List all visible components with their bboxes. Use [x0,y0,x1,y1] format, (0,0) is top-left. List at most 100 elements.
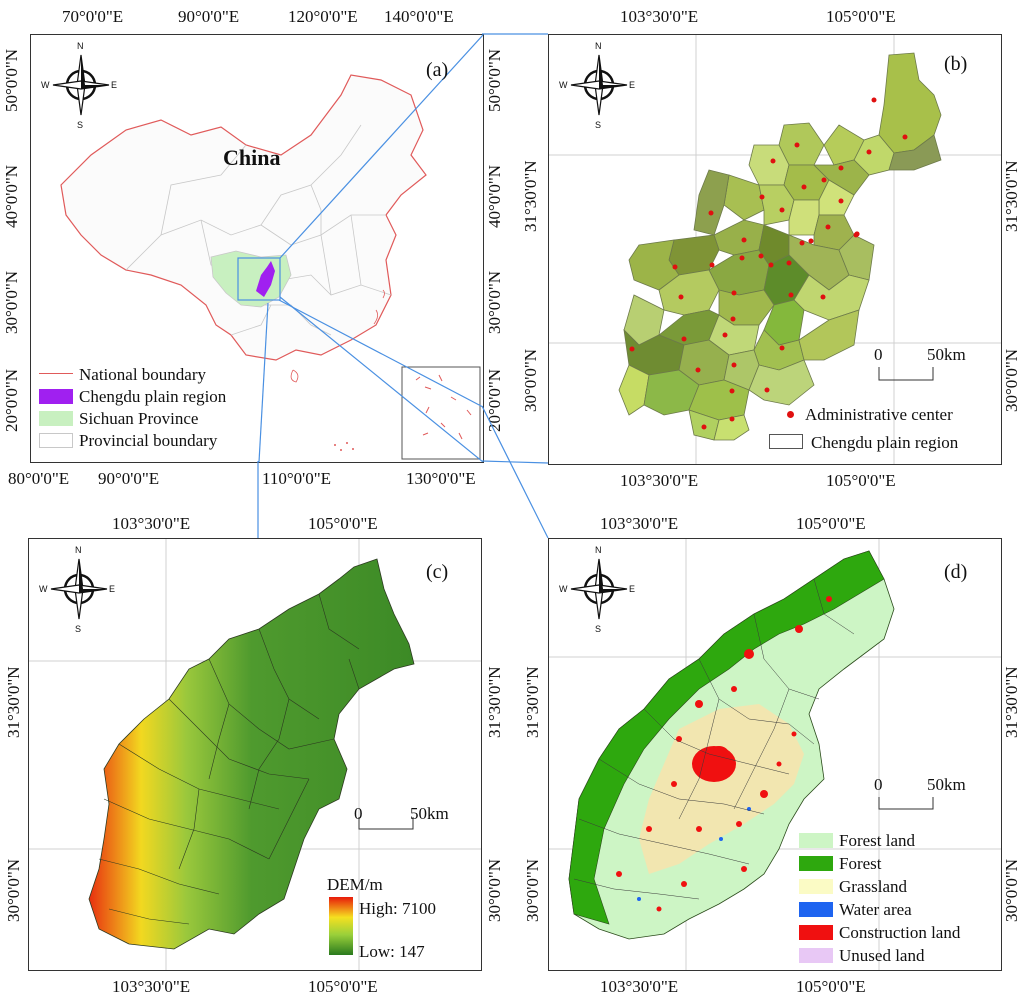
panel-a-map: (a) China N S E W National boundary Chen… [30,34,484,463]
legend-label: Forest land [839,831,915,851]
tick-right: 31°30'0"N [486,666,503,738]
dem-legend-high: High: 7100 [359,899,436,919]
compass-icon: N S E W [39,544,119,634]
compass-w: W [39,584,48,594]
tick-right: 31°30'0"N [1003,160,1020,232]
districts [619,53,941,440]
tick-left: 30°0'0"N [524,859,541,922]
compass-icon: N S E W [559,40,639,130]
tick-top: 120°0'0"E [288,8,358,25]
tick-left: 31°30'0"N [524,666,541,738]
compass-icon: N S E W [41,40,121,130]
panel-c-tag: (c) [426,561,448,584]
legend-swatch [799,833,833,848]
legend-label: Administrative center [805,405,953,425]
tick-bottom: 80°0'0"E [8,470,69,487]
tick-top: 105°0'0"E [796,515,866,532]
compass-s: S [595,120,601,130]
legend-label: Construction land [839,923,960,943]
tick-left: 31°30'0"N [5,666,22,738]
scale-zero: 0 [354,804,363,824]
tick-bottom: 130°0'0"E [406,470,476,487]
legend-swatch [799,925,833,940]
compass-s: S [595,624,601,634]
tick-bottom: 103°30'0"E [620,472,698,489]
scale-zero: 0 [874,775,883,795]
legend-swatch [39,411,73,426]
compass-n: N [75,545,82,555]
tick-right: 30°0'0"N [1003,349,1020,412]
panel-d-legend: Forest land Forest Grassland Water area … [799,829,999,967]
legend-label: Sichuan Province [79,409,198,429]
compass-s: S [75,624,81,634]
scale-label: 50km [927,345,966,365]
tick-bottom: 105°0'0"E [308,978,378,995]
panel-a-tag: (a) [426,59,448,82]
tick-right: 30°0'0"N [1003,859,1020,922]
legend-label: National boundary [79,365,206,385]
tick-right: 30°0'0"N [486,859,503,922]
compass-n: N [77,41,84,51]
tick-right: 40°0'0"N [486,165,503,228]
legend-label: Grassland [839,877,907,897]
scale-label: 50km [927,775,966,795]
compass-n: N [595,545,602,555]
tick-left: 20°0'0"N [3,369,20,432]
tick-bottom: 90°0'0"E [98,470,159,487]
scale-label: 50km [410,804,449,824]
legend-swatch [799,879,833,894]
legend-swatch [39,389,73,404]
dem-legend-low: Low: 147 [359,942,425,962]
tick-right: 31°30'0"N [1003,666,1020,738]
tick-top: 103°30'0"E [620,8,698,25]
tick-top: 105°0'0"E [826,8,896,25]
tick-bottom: 103°30'0"E [112,978,190,995]
compass-e: E [629,584,635,594]
compass-w: W [41,80,50,90]
tick-left: 30°0'0"N [3,271,20,334]
tick-right: 30°0'0"N [486,271,503,334]
tick-left: 50°0'0"N [3,49,20,112]
legend-label: Forest [839,854,882,874]
dem-legend-bar [329,897,353,955]
legend-swatch [39,373,73,374]
panel-b-legend: Administrative center Chengdu plain regi… [777,405,999,461]
legend-swatch [787,411,794,418]
legend-label: Chengdu plain region [811,433,958,453]
compass-e: E [629,80,635,90]
legend-swatch [799,902,833,917]
legend-swatch [39,433,73,448]
compass-n: N [595,41,602,51]
tick-left: 31°30'0"N [522,160,539,232]
compass-w: W [559,80,568,90]
legend-swatch [799,948,833,963]
tick-top: 103°30'0"E [112,515,190,532]
legend-label: Chengdu plain region [79,387,226,407]
tick-top: 90°0'0"E [178,8,239,25]
compass-s: S [77,120,83,130]
tick-top: 70°0'0"E [62,8,123,25]
tick-top: 103°30'0"E [600,515,678,532]
panel-d-map: (d) 0 50km N S E W Forest land Forest Gr… [548,538,1002,971]
tick-right: 50°0'0"N [486,49,503,112]
panel-c-map: (c) 0 50km DEM/m High: 7100 Low: 147 N S… [28,538,482,971]
tick-left: 30°0'0"N [5,859,22,922]
compass-e: E [109,584,115,594]
tick-bottom: 110°0'0"E [262,470,331,487]
tick-left: 30°0'0"N [522,349,539,412]
legend-label: Water area [839,900,912,920]
tick-bottom: 103°30'0"E [600,978,678,995]
tick-left: 40°0'0"N [3,165,20,228]
panel-b-map: (b) 0 50km N S E W Administrative center… [548,34,1002,465]
south-china-sea-inset [402,367,480,459]
panel-b-tag: (b) [944,53,967,76]
tick-top: 140°0'0"E [384,8,454,25]
tick-top: 105°0'0"E [308,515,378,532]
tick-bottom: 105°0'0"E [826,472,896,489]
legend-swatch [799,856,833,871]
legend-label: Unused land [839,946,924,966]
country-label: China [223,145,280,171]
legend-swatch [769,434,803,449]
compass-icon: N S E W [559,544,639,634]
tick-right: 20°0'0"N [486,369,503,432]
